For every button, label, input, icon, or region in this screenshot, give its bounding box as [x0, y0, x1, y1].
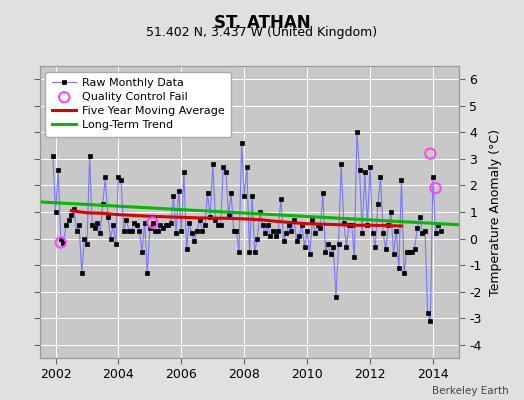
Five Year Moving Average [257, 217, 263, 222]
Five Year Moving Average [351, 223, 357, 228]
Five Year Moving Average [335, 222, 342, 227]
Y-axis label: Temperature Anomaly (°C): Temperature Anomaly (°C) [489, 128, 502, 296]
Five Year Moving Average [100, 211, 106, 216]
Raw Monthly Data [50, 154, 56, 159]
Five Year Moving Average [194, 216, 200, 220]
Five Year Moving Average [272, 219, 279, 224]
Five Year Moving Average [131, 213, 137, 218]
Five Year Moving Average [288, 220, 294, 225]
Text: ST. ATHAN: ST. ATHAN [214, 14, 310, 32]
Five Year Moving Average [84, 210, 90, 215]
Five Year Moving Average [367, 223, 373, 228]
Quality Control Fail [148, 220, 157, 226]
Raw Monthly Data [144, 271, 150, 276]
Line: Raw Monthly Data: Raw Monthly Data [51, 130, 443, 323]
Raw Monthly Data [100, 202, 106, 206]
Raw Monthly Data [438, 228, 444, 233]
Five Year Moving Average [383, 223, 389, 228]
Quality Control Fail [431, 185, 440, 191]
Five Year Moving Average [178, 215, 184, 220]
Quality Control Fail [426, 150, 434, 157]
Five Year Moving Average [398, 224, 405, 228]
Five Year Moving Average [225, 216, 232, 221]
Five Year Moving Average [68, 208, 74, 213]
Text: Berkeley Earth: Berkeley Earth [432, 386, 508, 396]
Line: Five Year Moving Average: Five Year Moving Average [71, 211, 401, 226]
Five Year Moving Average [320, 222, 326, 227]
Five Year Moving Average [147, 214, 153, 219]
Legend: Raw Monthly Data, Quality Control Fail, Five Year Moving Average, Long-Term Tren: Raw Monthly Data, Quality Control Fail, … [46, 72, 232, 136]
Five Year Moving Average [241, 216, 247, 221]
Raw Monthly Data [427, 318, 433, 323]
Raw Monthly Data [220, 164, 226, 169]
Raw Monthly Data [354, 130, 360, 135]
Five Year Moving Average [210, 216, 216, 220]
Text: 51.402 N, 3.437 W (United Kingdom): 51.402 N, 3.437 W (United Kingdom) [146, 26, 378, 39]
Raw Monthly Data [118, 178, 124, 182]
Five Year Moving Average [304, 221, 310, 226]
Raw Monthly Data [304, 228, 310, 233]
Raw Monthly Data [141, 220, 148, 225]
Five Year Moving Average [162, 214, 169, 219]
Quality Control Fail [57, 239, 65, 246]
Five Year Moving Average [115, 212, 122, 217]
